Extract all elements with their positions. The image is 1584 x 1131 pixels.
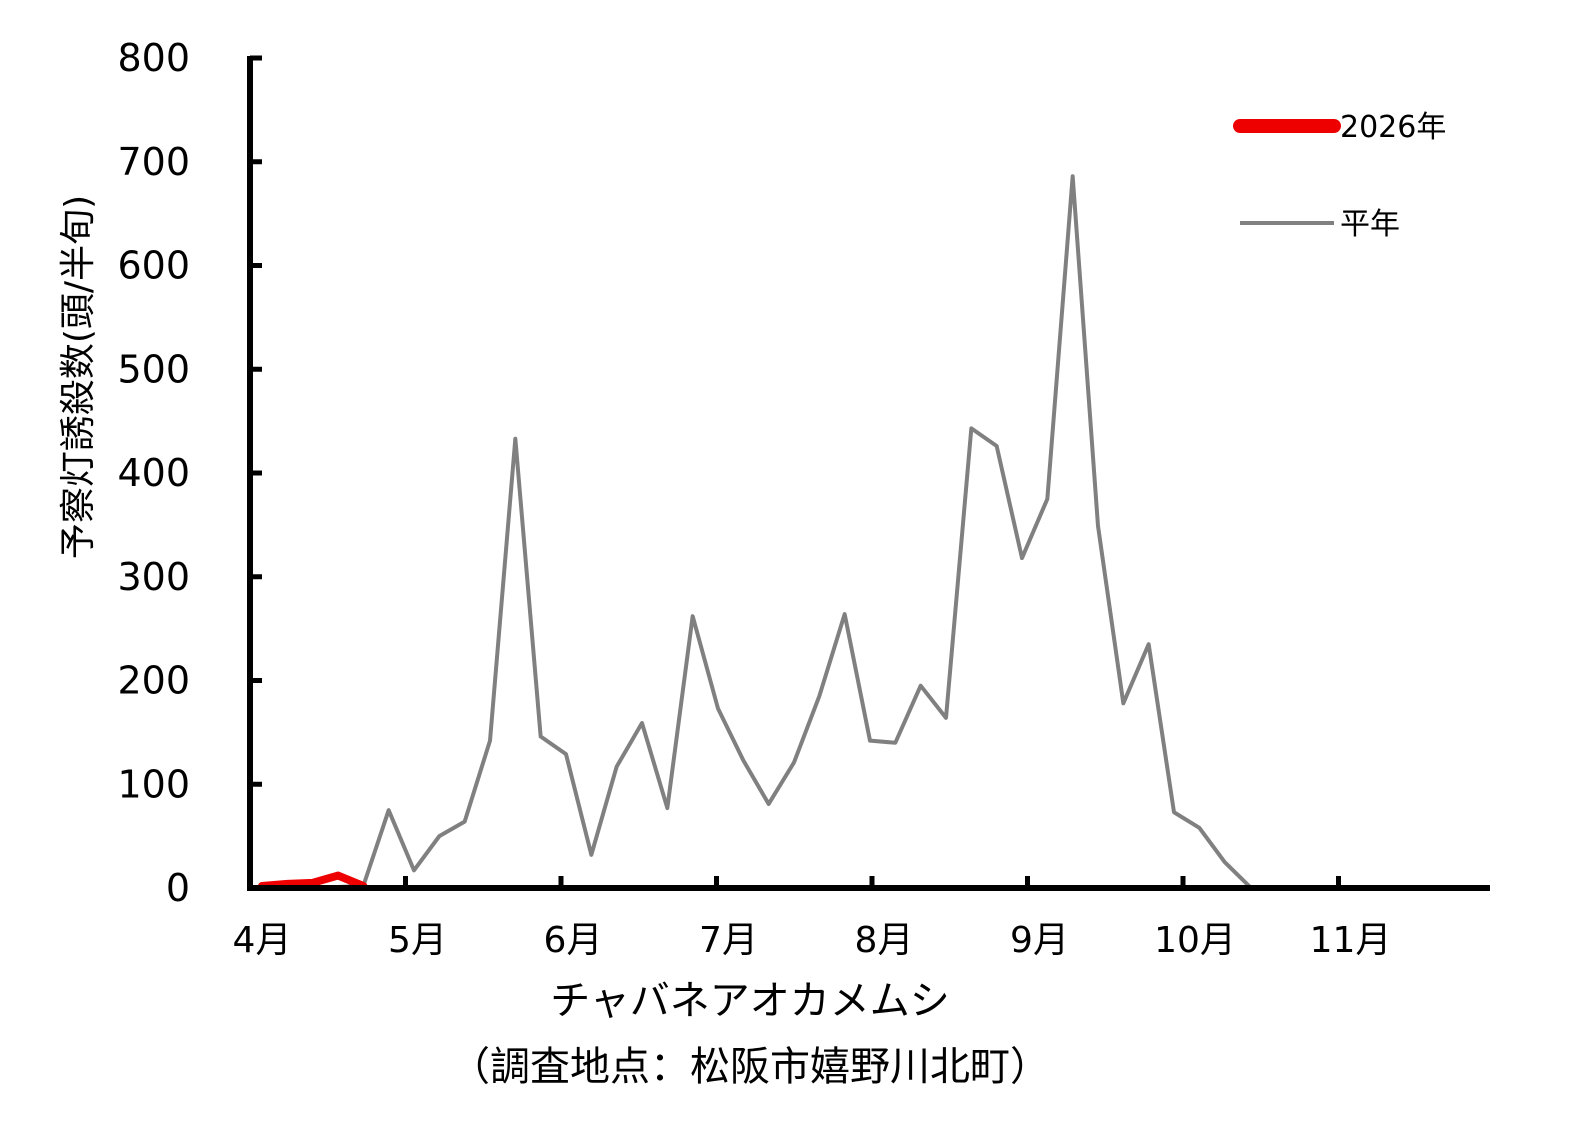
series-line-2026 <box>258 871 368 890</box>
x-tick-labels: 4月 5月 6月 7月 8月 9月 10月 11月 <box>233 920 1392 961</box>
plot-area: 0 100 200 300 400 500 600 700 800 4月 5月 6月 7月 8月 9月 10… <box>117 36 1490 961</box>
y-tick-marks <box>250 55 262 891</box>
x-tick-label: 5月 <box>388 920 447 961</box>
y-tick-label: 700 <box>117 140 190 184</box>
series-layer <box>258 174 1480 890</box>
chart-subtitle: （調査地点：松阪市嬉野川北町） <box>450 1044 1050 1090</box>
y-tick-label: 600 <box>117 244 190 288</box>
legend-label-2026: 2026年 <box>1340 110 1446 145</box>
y-tick-label: 800 <box>117 36 190 80</box>
y-tick-label: 100 <box>117 762 190 806</box>
x-tick-label: 10月 <box>1154 920 1236 961</box>
x-tick-label: 9月 <box>1010 920 1069 961</box>
y-tick-label: 500 <box>117 347 190 391</box>
x-tick-label: 11月 <box>1310 920 1392 961</box>
series-line-average <box>260 174 1480 890</box>
x-tick-label: 7月 <box>699 920 758 961</box>
x-tick-label: 6月 <box>544 920 603 961</box>
y-tick-labels: 0 100 200 300 400 500 600 700 800 <box>117 36 190 910</box>
y-tick-label: 300 <box>117 555 190 599</box>
x-axis-label: チャバネアオカメムシ <box>550 978 950 1024</box>
x-tick-label: 8月 <box>855 920 914 961</box>
x-tick-label: 4月 <box>233 920 292 961</box>
y-tick-label: 200 <box>117 659 190 703</box>
y-tick-label: 400 <box>117 451 190 495</box>
y-tick-label: 0 <box>166 866 190 910</box>
y-axis-label: 予察灯誘殺数(頭/半旬) <box>58 195 99 559</box>
legend-label-average: 平年 <box>1340 207 1400 242</box>
legend: 2026年 平年 <box>1233 110 1446 242</box>
x-tick-marks <box>403 876 1341 888</box>
